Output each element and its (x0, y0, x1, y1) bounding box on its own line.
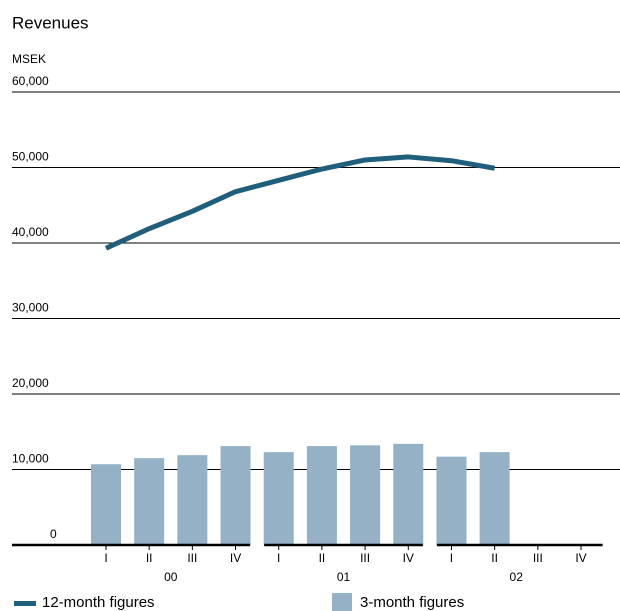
x-tick-label: IV (230, 551, 241, 565)
bar (90, 464, 121, 545)
y-tick-label: 50,000 (12, 150, 49, 164)
x-tick-label: III (360, 551, 370, 565)
x-tick-label: I (104, 551, 107, 565)
legend-label: 3-month figures (360, 594, 464, 611)
x-tick-label: IV (403, 551, 414, 565)
x-tick-label: III (533, 551, 543, 565)
group-label: 02 (510, 570, 524, 584)
y-tick-label: 60,000 (12, 74, 49, 88)
bar (306, 446, 337, 545)
bar (177, 455, 208, 545)
bar (393, 443, 424, 545)
x-tick-label: IV (575, 551, 586, 565)
bar (263, 452, 294, 545)
legend-swatch (14, 601, 36, 606)
x-tick-label: III (187, 551, 197, 565)
legend-label: 12-month figures (42, 594, 155, 611)
chart-title: Revenues (12, 13, 89, 32)
bar (350, 445, 381, 545)
y-unit: MSEK (12, 52, 46, 66)
x-tick-label: I (277, 551, 280, 565)
x-tick-label: II (491, 551, 498, 565)
line (104, 154, 496, 251)
bar (479, 452, 510, 545)
bar (134, 458, 165, 545)
x-tick-label: II (319, 551, 326, 565)
x-tick-label: II (146, 551, 153, 565)
y-tick-label: 30,000 (12, 301, 49, 315)
x-tick-label: I (450, 551, 453, 565)
group-label: 01 (337, 570, 351, 584)
bar (220, 446, 251, 545)
y-tick-label: 20,000 (12, 376, 49, 390)
y-tick-label: 40,000 (12, 225, 49, 239)
group-label: 00 (164, 570, 178, 584)
legend-swatch (332, 593, 352, 611)
y-tick-label: 0 (50, 527, 57, 541)
y-tick-label: 10,000 (12, 452, 49, 466)
bar (436, 456, 467, 545)
